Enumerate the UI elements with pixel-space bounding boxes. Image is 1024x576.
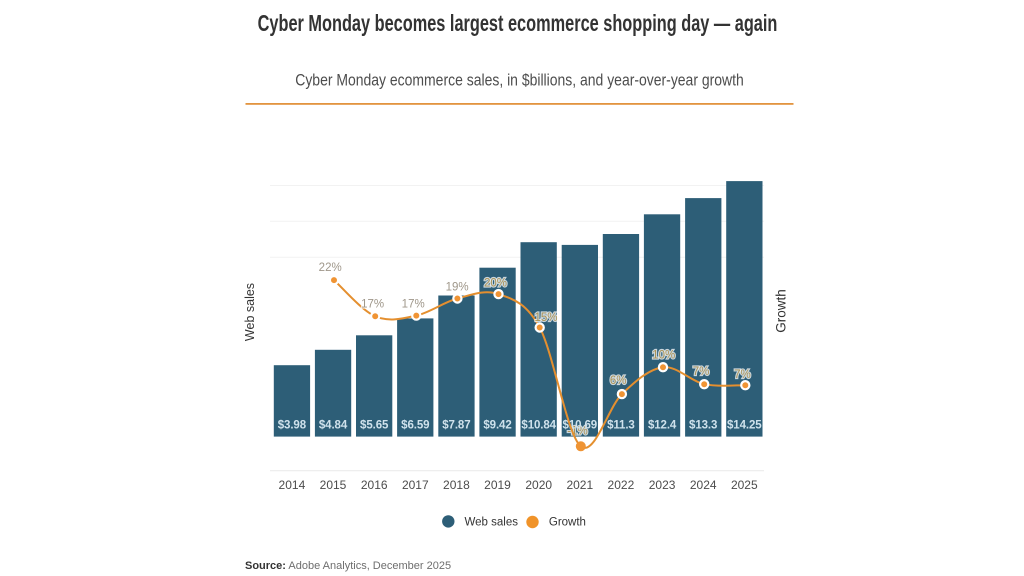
svg-text:2021: 2021 [566,478,593,492]
svg-text:Cyber Monday becomes largest e: Cyber Monday becomes largest ecommerce s… [258,12,778,37]
svg-text:2025: 2025 [731,478,758,492]
svg-text:Growth: Growth [549,517,586,529]
svg-text:17%: 17% [361,299,384,311]
svg-text:2019: 2019 [484,478,511,492]
svg-text:Web sales: Web sales [243,283,257,341]
svg-text:$5.65: $5.65 [360,420,389,432]
svg-text:2014: 2014 [279,478,306,492]
svg-text:Source: Adobe Analytics, Decem: Source: Adobe Analytics, December 2025 [245,560,451,572]
svg-text:6%: 6% [610,375,627,387]
svg-text:2024: 2024 [690,478,717,492]
svg-text:2015: 2015 [320,478,347,492]
svg-text:2023: 2023 [649,478,676,492]
svg-text:Web sales: Web sales [465,517,519,529]
svg-text:$10.69: $10.69 [563,420,598,432]
svg-text:$4.84: $4.84 [319,420,348,432]
svg-text:Cyber Monday ecommerce sales,: Cyber Monday ecommerce sales, in $billio… [295,71,744,90]
svg-text:$9.42: $9.42 [483,420,511,432]
svg-text:$3.98: $3.98 [278,420,307,432]
svg-text:$12.4: $12.4 [648,420,677,432]
svg-text:22%: 22% [319,262,342,274]
svg-text:7%: 7% [693,366,710,378]
svg-text:19%: 19% [446,281,469,293]
svg-text:$13.3: $13.3 [689,420,717,432]
svg-text:20%: 20% [484,278,507,290]
svg-text:$11.3: $11.3 [607,420,635,432]
svg-text:2020: 2020 [525,478,552,492]
svg-text:2016: 2016 [361,478,388,492]
svg-text:7%: 7% [734,369,751,381]
svg-text:Growth: Growth [774,289,789,333]
svg-text:15%: 15% [534,312,557,324]
svg-text:17%: 17% [402,299,425,311]
svg-text:$10.84: $10.84 [521,420,556,432]
svg-text:$6.59: $6.59 [401,420,429,432]
svg-text:2017: 2017 [402,478,429,492]
svg-text:2018: 2018 [443,478,470,492]
svg-text:10%: 10% [652,350,675,362]
svg-text:$7.87: $7.87 [442,420,470,432]
svg-text:2022: 2022 [608,478,635,492]
svg-text:$14.25: $14.25 [727,420,762,432]
